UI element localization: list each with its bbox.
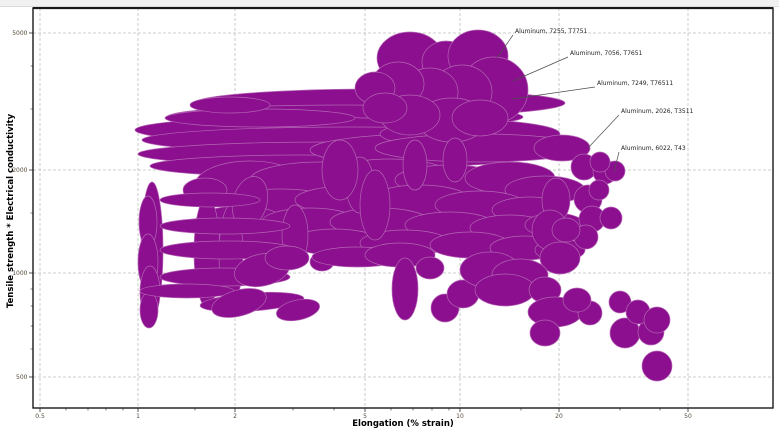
x-axis-title: Elongation (% strain) [352,419,454,429]
material-bubble[interactable] [359,169,391,241]
material-bubble[interactable] [474,273,536,307]
material-bubble[interactable] [209,283,270,323]
material-bubble[interactable] [274,296,321,325]
material-bubble[interactable] [264,245,310,271]
material-bubble[interactable] [533,134,591,162]
annotation-leader-line [511,86,596,100]
material-bubble[interactable] [529,319,561,347]
x-tick-label: 1 [136,413,140,420]
annotation-label[interactable]: Aluminum, 7056, T7651 [570,50,643,57]
annotation-label[interactable]: Aluminum, 7255, T7751 [515,28,588,35]
annotation-label[interactable]: Aluminum, 2026, T3511 [621,108,694,115]
material-bubble[interactable] [159,217,291,235]
material-bubble[interactable] [391,257,419,321]
y-axis-title: Tensile strength * Electrical conductivi… [6,113,16,309]
x-tick-label: 20 [555,413,563,420]
y-tick-label: 1000 [12,270,27,277]
material-bubble[interactable] [442,137,468,183]
material-bubble[interactable] [643,306,671,334]
material-bubble[interactable] [641,350,673,382]
y-tick-label: 500 [16,374,28,381]
annotation-leader-line [587,114,620,149]
material-bubble[interactable] [362,92,408,124]
x-tick-label: 50 [684,413,692,420]
x-tick-label: 0.5 [35,413,45,420]
material-bubble[interactable] [451,99,509,137]
annotation-leader-line [496,34,514,59]
material-bubble[interactable] [589,151,611,173]
annotation-leader-line [613,151,620,173]
x-tick-label: 2 [233,413,237,420]
material-bubble[interactable] [164,108,356,128]
annotation-label[interactable]: Aluminum, 6022, T43 [621,145,686,152]
material-bubble[interactable] [588,179,610,201]
material-bubble[interactable] [321,139,359,201]
material-bubble[interactable] [539,241,581,275]
material-bubble[interactable] [599,206,623,230]
window-top-strip [0,0,779,7]
material-bubble[interactable] [562,287,592,313]
annotation-leader-line [512,56,569,82]
material-bubble[interactable] [139,291,159,329]
x-tick-label: 5 [363,413,367,420]
material-bubble[interactable] [415,256,445,280]
material-bubble[interactable] [189,96,271,114]
y-tick-label: 2000 [12,167,27,174]
annotation-label[interactable]: Aluminum, 7249, T76511 [597,80,673,87]
material-bubble[interactable] [159,192,261,208]
material-bubble[interactable] [551,217,581,243]
x-tick-label: 10 [456,413,464,420]
material-bubble[interactable] [139,283,235,299]
material-bubble[interactable] [402,139,428,191]
y-tick-label: 5000 [12,30,27,37]
